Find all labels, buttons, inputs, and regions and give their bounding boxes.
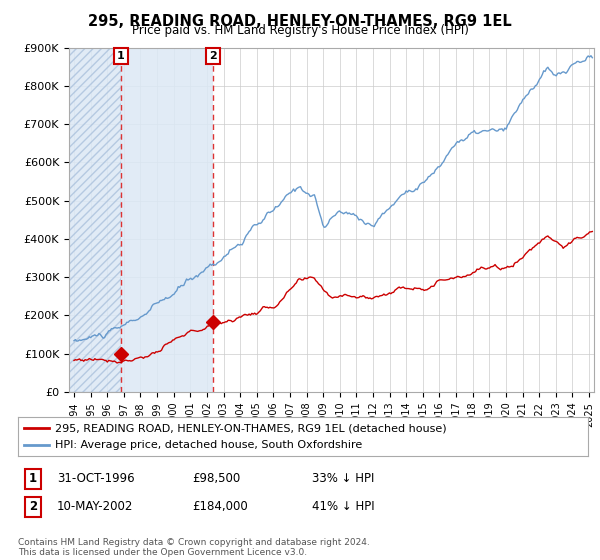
Text: 33% ↓ HPI: 33% ↓ HPI	[312, 472, 374, 486]
Text: 1: 1	[117, 51, 125, 61]
Text: Price paid vs. HM Land Registry's House Price Index (HPI): Price paid vs. HM Land Registry's House …	[131, 24, 469, 37]
Text: 2: 2	[209, 51, 217, 61]
Text: 295, READING ROAD, HENLEY-ON-THAMES, RG9 1EL (detached house): 295, READING ROAD, HENLEY-ON-THAMES, RG9…	[55, 423, 446, 433]
Text: 1: 1	[29, 472, 37, 486]
Text: 41% ↓ HPI: 41% ↓ HPI	[312, 500, 374, 514]
Text: 2: 2	[29, 500, 37, 514]
Text: 31-OCT-1996: 31-OCT-1996	[57, 472, 134, 486]
Text: £98,500: £98,500	[192, 472, 240, 486]
Bar	[69, 48, 121, 392]
Text: Contains HM Land Registry data © Crown copyright and database right 2024.
This d: Contains HM Land Registry data © Crown c…	[18, 538, 370, 557]
Text: 10-MAY-2002: 10-MAY-2002	[57, 500, 133, 514]
Text: HPI: Average price, detached house, South Oxfordshire: HPI: Average price, detached house, Sout…	[55, 440, 362, 450]
Text: 295, READING ROAD, HENLEY-ON-THAMES, RG9 1EL: 295, READING ROAD, HENLEY-ON-THAMES, RG9…	[88, 14, 512, 29]
Bar	[121, 48, 213, 392]
Text: £184,000: £184,000	[192, 500, 248, 514]
